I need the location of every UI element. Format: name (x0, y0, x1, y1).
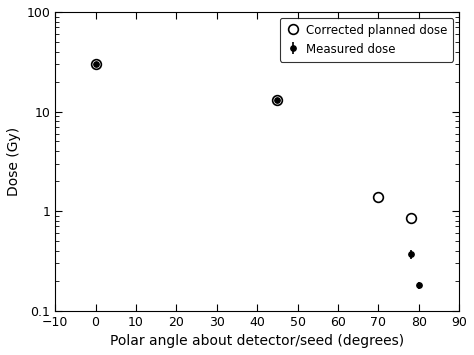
Legend: Corrected planned dose, Measured dose: Corrected planned dose, Measured dose (280, 18, 453, 61)
Corrected planned dose (408, 216, 413, 220)
Y-axis label: Dose (Gy): Dose (Gy) (7, 127, 21, 196)
Corrected planned dose (93, 62, 99, 66)
Line: Corrected planned dose: Corrected planned dose (91, 59, 416, 223)
X-axis label: Polar angle about detector/seed (degrees): Polar angle about detector/seed (degrees… (110, 334, 404, 348)
Corrected planned dose (274, 98, 280, 102)
Corrected planned dose (375, 195, 381, 199)
